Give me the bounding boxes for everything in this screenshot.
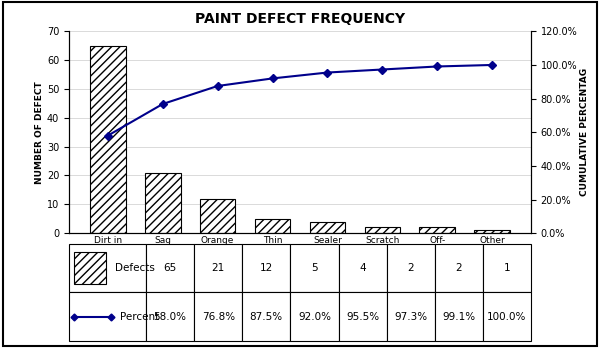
Text: 100.0%: 100.0% [487,312,527,322]
Bar [365,227,400,233]
Text: 92.0%: 92.0% [298,312,331,322]
Bar [74,252,106,284]
Text: 95.5%: 95.5% [346,312,379,322]
Bar [483,292,531,341]
Bar [242,244,290,292]
Bar [338,244,386,292]
Text: Defects: Defects [115,263,155,273]
Text: 5: 5 [311,263,318,273]
Bar [194,292,242,341]
Bar [386,292,435,341]
Text: 99.1%: 99.1% [442,312,475,322]
Bar [290,292,338,341]
Bar [146,292,194,341]
Text: 1: 1 [503,263,510,273]
Bar [435,292,483,341]
Bar [242,292,290,341]
Bar [194,244,242,292]
Bar [69,244,146,292]
Bar [290,244,338,292]
Text: 12: 12 [260,263,273,273]
Text: 76.8%: 76.8% [202,312,235,322]
Y-axis label: NUMBER OF DEFECT: NUMBER OF DEFECT [35,81,44,184]
Bar [200,199,235,233]
Bar [69,292,146,341]
Bar [435,244,483,292]
Text: 65: 65 [163,263,176,273]
Text: 2: 2 [455,263,462,273]
Bar [475,230,510,233]
Bar [145,173,181,233]
Text: 4: 4 [359,263,366,273]
Y-axis label: CUMULATIVE PERCENTAG: CUMULATIVE PERCENTAG [580,68,589,196]
Bar [146,244,194,292]
Bar [338,292,386,341]
Bar [310,222,345,233]
Title: PAINT DEFECT FREQUENCY: PAINT DEFECT FREQUENCY [195,12,405,26]
Text: 2: 2 [407,263,414,273]
Text: 87.5%: 87.5% [250,312,283,322]
Bar [386,244,435,292]
Text: 21: 21 [212,263,225,273]
Bar [90,46,125,233]
Bar [483,244,531,292]
Bar [255,219,290,233]
Text: 58.0%: 58.0% [154,312,187,322]
Text: 97.3%: 97.3% [394,312,427,322]
Text: Percent: Percent [120,312,159,322]
Bar [419,227,455,233]
